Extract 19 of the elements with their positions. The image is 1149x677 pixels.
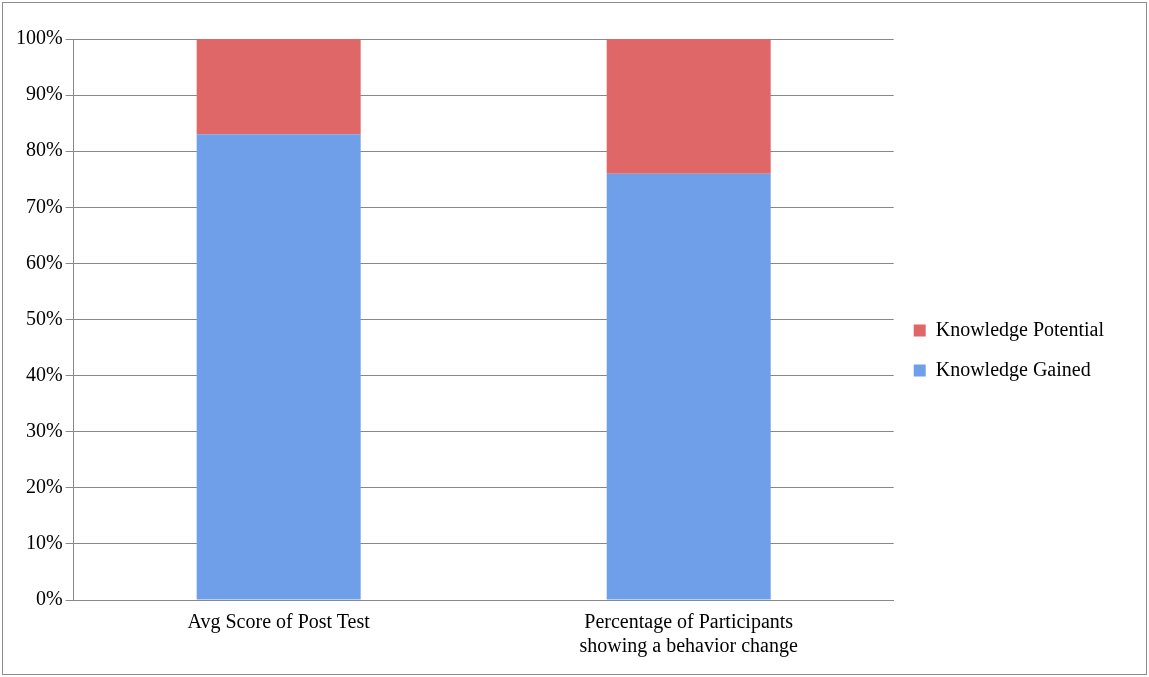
bar	[606, 173, 771, 600]
y-tick-label: 60%	[25, 250, 63, 273]
bar	[606, 39, 771, 174]
y-tick-label: 40%	[25, 362, 63, 385]
y-tick-label: 0%	[35, 587, 63, 610]
legend-label: Knowledge Gained	[935, 357, 1091, 381]
bar	[196, 134, 361, 600]
y-tick-label: 70%	[25, 194, 63, 217]
y-tick-label: 90%	[25, 82, 63, 105]
y-tick-label: 20%	[25, 475, 63, 498]
x-tick-label: Avg Score of Post Test	[187, 610, 371, 634]
y-tick-label: 30%	[25, 418, 63, 441]
y-tick-label: 50%	[25, 306, 63, 329]
y-tick-label: 100%	[15, 26, 63, 49]
legend-label: Knowledge Potential	[935, 317, 1105, 341]
y-tick-label: 80%	[25, 138, 63, 161]
x-tick-label: Percentage of Participants showing a behavior change	[579, 610, 798, 658]
bar	[196, 39, 361, 135]
y-tick-label: 10%	[25, 531, 63, 554]
